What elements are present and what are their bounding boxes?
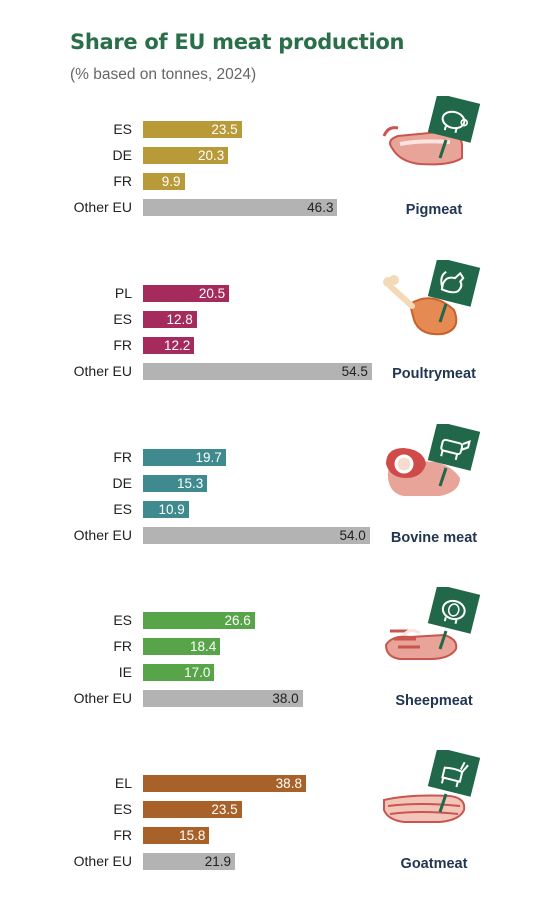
bar-row: FR 12.2 <box>0 336 548 354</box>
rooster-icon <box>380 257 490 355</box>
data-label: 20.5 <box>198 286 226 301</box>
bar-row: EL 38.8 <box>0 774 548 792</box>
bar-row: PL 20.5 <box>0 284 548 302</box>
chart-subtitle: (% based on tonnes, 2024) <box>70 66 257 83</box>
category-label: FR <box>113 449 132 465</box>
bar: 20.3 <box>143 147 229 164</box>
bar: 12.2 <box>143 337 195 354</box>
bar: 17.0 <box>143 664 215 681</box>
category-label: DE <box>112 147 132 163</box>
bar: 18.4 <box>143 638 221 655</box>
bar-row: Other EU 38.0 <box>0 689 548 707</box>
bar: 21.9 <box>143 853 235 870</box>
bar-row: ES 26.6 <box>0 611 548 629</box>
data-label: 38.0 <box>272 691 299 706</box>
bar: 15.3 <box>143 475 208 492</box>
category-label: ES <box>113 311 132 327</box>
data-label: 26.6 <box>224 613 251 628</box>
category-label: Other EU <box>73 199 132 215</box>
category-label: ES <box>113 612 132 628</box>
data-label: 10.9 <box>158 502 185 517</box>
bar-row: IE 17.0 <box>0 663 548 681</box>
bar: 12.8 <box>143 311 197 328</box>
bar-row: FR 9.9 <box>0 172 548 190</box>
category-label: Other EU <box>73 363 132 379</box>
bar: 10.9 <box>143 501 189 518</box>
bar: 20.5 <box>143 285 230 302</box>
category-label: Other EU <box>73 527 132 543</box>
bar-row: Other EU 54.0 <box>0 526 548 544</box>
meat-type-label: Poultrymeat <box>392 366 476 382</box>
bar: 23.5 <box>143 121 242 138</box>
bar: 15.8 <box>143 827 210 844</box>
data-label: 18.4 <box>189 639 217 654</box>
data-label: 21.9 <box>204 854 231 869</box>
bar-row: Other EU 54.5 <box>0 362 548 380</box>
category-label: Other EU <box>73 690 132 706</box>
bar-row: FR 18.4 <box>0 637 548 655</box>
chart-title: Share of EU meat production <box>70 30 405 54</box>
bar-row: DE 20.3 <box>0 146 548 164</box>
meat-type-label: Bovine meat <box>390 530 478 546</box>
bar-row: FR 19.7 <box>0 448 548 466</box>
bar-row: ES 23.5 <box>0 120 548 138</box>
data-label: 9.9 <box>161 174 181 189</box>
data-label: 46.3 <box>307 200 334 215</box>
bar-row: Other EU 46.3 <box>0 198 548 216</box>
category-label: EL <box>114 775 132 791</box>
bar-row: ES 10.9 <box>0 500 548 518</box>
chart-panel-pigmeat: ES 23.5 DE 20.3 FR 9.9 Other EU 46.3 Pigmeat <box>0 93 548 250</box>
bar-row: ES 12.8 <box>0 310 548 328</box>
bar: 38.0 <box>143 690 303 707</box>
category-label: FR <box>113 827 132 843</box>
category-label: ES <box>113 121 132 137</box>
data-label: 19.7 <box>195 450 222 465</box>
bar-row: FR 15.8 <box>0 826 548 844</box>
chart-panel-bovine-meat: FR 19.7 DE 15.3 ES 10.9 Other EU 54.0 Bovine me… <box>0 421 548 578</box>
pig-icon <box>380 93 490 191</box>
data-label: 15.8 <box>179 828 206 843</box>
bar: 46.3 <box>143 199 338 216</box>
bar: 38.8 <box>143 775 306 792</box>
data-label: 12.8 <box>166 312 193 327</box>
bar: 19.7 <box>143 449 226 466</box>
meat-type-label: Pigmeat <box>405 202 463 218</box>
sheep-icon <box>380 584 490 682</box>
category-label: FR <box>113 638 132 654</box>
data-label: 15.3 <box>176 476 204 491</box>
data-label: 17.0 <box>184 665 211 680</box>
category-label: ES <box>113 501 132 517</box>
data-label: 54.0 <box>339 528 366 543</box>
bar: 54.0 <box>143 527 370 544</box>
bar: 23.5 <box>143 801 242 818</box>
data-label: 20.3 <box>197 148 225 163</box>
chart-panel-sheepmeat: ES 26.6 FR 18.4 IE 17.0 Other EU 38.0 Sheepmeat <box>0 584 548 741</box>
data-label: 12.2 <box>163 338 191 353</box>
data-label: 38.8 <box>275 776 302 791</box>
data-label: 23.5 <box>211 802 238 817</box>
meat-type-label: Goatmeat <box>400 856 468 872</box>
bar: 9.9 <box>143 173 185 190</box>
bar: 26.6 <box>143 612 255 629</box>
goat-icon <box>380 747 490 845</box>
chart-panel-goatmeat: EL 38.8 ES 23.5 FR 15.8 Other EU 21.9 Goatmeat <box>0 747 548 904</box>
category-label: DE <box>112 475 132 491</box>
bar-row: ES 23.5 <box>0 800 548 818</box>
cow-icon <box>380 421 490 519</box>
category-label: IE <box>118 664 132 680</box>
bar-row: Other EU 21.9 <box>0 852 548 870</box>
category-label: ES <box>113 801 132 817</box>
category-label: FR <box>113 173 132 189</box>
category-label: FR <box>113 337 132 353</box>
category-label: PL <box>114 285 132 301</box>
data-label: 54.5 <box>341 364 368 379</box>
data-label: 23.5 <box>211 122 238 137</box>
bar-row: DE 15.3 <box>0 474 548 492</box>
category-label: Other EU <box>73 853 132 869</box>
meat-type-label: Sheepmeat <box>395 693 473 709</box>
chart-panel-poultrymeat: PL 20.5 ES 12.8 FR 12.2 Other EU 54.5 Poultryme… <box>0 257 548 414</box>
bar: 54.5 <box>143 363 372 380</box>
